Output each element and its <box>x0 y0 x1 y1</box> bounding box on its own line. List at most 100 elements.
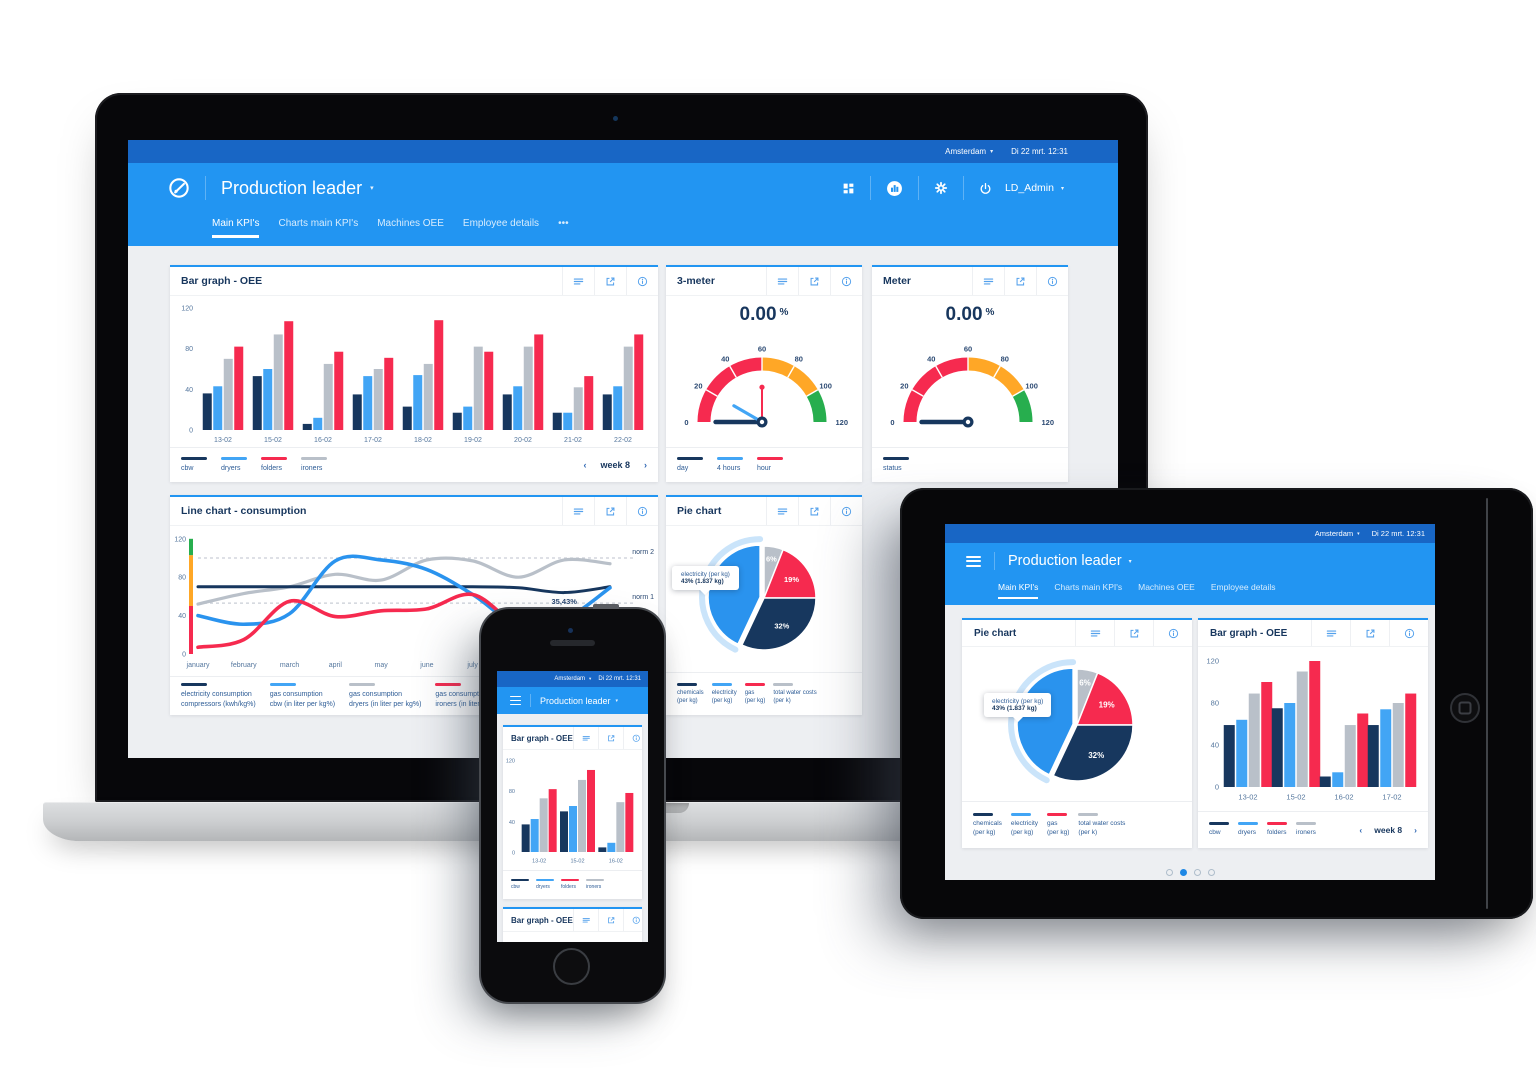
expand-icon[interactable] <box>1004 267 1036 295</box>
location-selector[interactable]: Amsterdam ▾ <box>554 676 591 682</box>
legend-toggle-icon[interactable] <box>572 909 598 931</box>
bar-chart-oee[interactable]: 0 40 80 120 13-02 15-02 16-02 17-02 <box>1198 647 1424 805</box>
legend-toggle-icon[interactable] <box>572 727 598 749</box>
chevron-right-icon[interactable]: › <box>1414 825 1417 835</box>
tab-machines-oee[interactable]: Machines OEE <box>1138 582 1195 592</box>
tab-employee-details[interactable]: Employee details <box>462 218 540 229</box>
legend-item[interactable]: folders <box>261 456 287 473</box>
tab-main-kpis[interactable]: Main KPI's <box>212 218 260 238</box>
chart-legend: cbw dryers folders ironers <box>511 879 611 891</box>
info-icon[interactable] <box>830 497 862 525</box>
legend-toggle-icon[interactable] <box>562 497 594 525</box>
page-dot-active[interactable] <box>1179 869 1187 876</box>
expand-icon[interactable] <box>594 497 626 525</box>
legend-toggle-icon[interactable] <box>972 267 1004 295</box>
menu-icon[interactable] <box>510 695 521 706</box>
info-icon[interactable] <box>626 267 658 295</box>
tab-charts-main-kpis[interactable]: Charts main KPI's <box>278 218 359 229</box>
app-title[interactable]: Production leader ▾ <box>540 696 618 706</box>
legend-item[interactable]: gas consumption dryers (in liter per kg%) <box>349 683 421 708</box>
panel-bar-graph-oee: Bar graph - OEE 0 40 80 120 13-02 15-02 16-02 1… <box>1198 618 1428 848</box>
tab-employee-details[interactable]: Employee details <box>1210 582 1276 592</box>
gear-icon[interactable] <box>934 181 948 195</box>
legend-toggle-icon[interactable] <box>1075 620 1114 646</box>
app-title[interactable]: Production leader ▾ <box>1008 553 1132 569</box>
tab-machines-oee[interactable]: Machines OEE <box>377 218 444 229</box>
menu-icon[interactable] <box>966 555 981 567</box>
legend-item[interactable]: total water costs (per k) <box>773 682 817 706</box>
location-selector[interactable]: Amsterdam ▾ <box>1315 529 1360 538</box>
gauge-meter[interactable]: 0 20 40 60 80 100 120 <box>872 326 1064 438</box>
legend-item[interactable]: ironers <box>586 879 604 891</box>
user-menu[interactable]: LD_Admin ▾ <box>1005 182 1064 194</box>
expand-icon[interactable] <box>798 497 830 525</box>
legend-toggle-icon[interactable] <box>766 497 798 525</box>
legend-toggle-icon[interactable] <box>562 267 594 295</box>
legend-item[interactable]: cbw <box>181 456 207 473</box>
power-icon[interactable] <box>979 182 992 195</box>
legend-item[interactable]: cbw <box>1209 822 1229 837</box>
expand-icon[interactable] <box>1114 620 1153 646</box>
tablet-home-button[interactable] <box>1450 693 1480 723</box>
info-icon[interactable] <box>1153 620 1192 646</box>
legend-item[interactable]: folders <box>561 879 579 891</box>
legend-item[interactable]: gas consumption cbw (in liter per kg%) <box>269 683 335 708</box>
expand-icon[interactable] <box>594 267 626 295</box>
chevron-right-icon[interactable]: › <box>644 460 647 470</box>
info-icon[interactable] <box>622 909 648 931</box>
legend-item[interactable]: ironers <box>301 456 327 473</box>
info-icon[interactable] <box>626 497 658 525</box>
chevron-left-icon[interactable]: ‹ <box>583 460 587 470</box>
legend-item[interactable]: chemicals (per kg) <box>973 813 1002 837</box>
expand-icon[interactable] <box>597 727 623 749</box>
dashboard-grid-icon[interactable] <box>842 182 855 195</box>
legend-item[interactable]: folders <box>1267 822 1287 837</box>
legend-item[interactable]: 4 hours <box>717 456 743 473</box>
info-icon[interactable] <box>622 727 648 749</box>
info-icon[interactable] <box>1389 620 1428 646</box>
page-dot[interactable] <box>1165 869 1173 876</box>
phone-home-button[interactable] <box>553 948 590 985</box>
location-selector[interactable]: Amsterdam ▾ <box>945 147 993 156</box>
svg-text:17-02: 17-02 <box>1382 793 1401 802</box>
legend-item[interactable]: day <box>677 456 703 473</box>
gauge-value: 0.00% <box>739 304 789 325</box>
charts-icon[interactable] <box>886 180 903 197</box>
info-icon[interactable] <box>830 267 862 295</box>
legend-item[interactable]: gas consumption ironers (in liter per kg%… <box>435 683 510 708</box>
app-title[interactable]: Production leader ▾ <box>221 178 374 199</box>
legend-toggle-icon[interactable] <box>1311 620 1350 646</box>
page-dot[interactable] <box>1193 869 1201 876</box>
chevron-left-icon[interactable]: ‹ <box>1359 825 1363 835</box>
tab-overflow[interactable]: ••• <box>558 218 569 229</box>
bar-chart-oee[interactable]: 0 40 80 120 13-02 15-02 16-02 17-02 18-02 19-02 20… <box>170 296 656 446</box>
legend-item[interactable]: chemicals (per kg) <box>677 682 704 706</box>
legend-item[interactable]: total water costs (per k) <box>1078 813 1125 837</box>
tab-charts-main-kpis[interactable]: Charts main KPI's <box>1054 582 1123 592</box>
legend-item[interactable]: status <box>883 456 909 473</box>
legend-item[interactable]: gas (per kg) <box>1047 813 1069 837</box>
legend-label: electricity <box>711 689 737 696</box>
bar-chart-oee[interactable]: 0 40 80 120 13-02 15-02 16-02 <box>503 750 640 866</box>
legend-item[interactable]: cbw <box>511 879 529 891</box>
legend-item[interactable]: electricity (per kg) <box>1010 813 1038 837</box>
pie-chart[interactable]: 6% 19% 32% <box>666 526 858 670</box>
expand-icon[interactable] <box>597 909 623 931</box>
expand-icon[interactable] <box>1350 620 1389 646</box>
legend-item[interactable]: hour <box>757 456 783 473</box>
svg-text:40: 40 <box>178 613 186 620</box>
legend-item[interactable]: dryers <box>536 879 554 891</box>
legend-item[interactable]: gas (per kg) <box>744 682 765 706</box>
legend-item[interactable]: ironers <box>1296 822 1316 837</box>
legend-item[interactable]: dryers <box>221 456 247 473</box>
pie-chart[interactable]: 6% 19% 32% <box>962 647 1188 799</box>
legend-item[interactable]: electricity consumption compressors (kwh/… <box>181 683 256 708</box>
info-icon[interactable] <box>1036 267 1068 295</box>
expand-icon[interactable] <box>798 267 830 295</box>
legend-toggle-icon[interactable] <box>766 267 798 295</box>
legend-item[interactable]: dryers <box>1238 822 1258 837</box>
legend-item[interactable]: electricity (per kg) <box>711 682 737 706</box>
gauge-3-meter[interactable]: 0 20 40 60 80 100 120 <box>666 326 858 438</box>
tab-main-kpis[interactable]: Main KPI's <box>998 582 1039 599</box>
page-dot[interactable] <box>1207 869 1215 876</box>
